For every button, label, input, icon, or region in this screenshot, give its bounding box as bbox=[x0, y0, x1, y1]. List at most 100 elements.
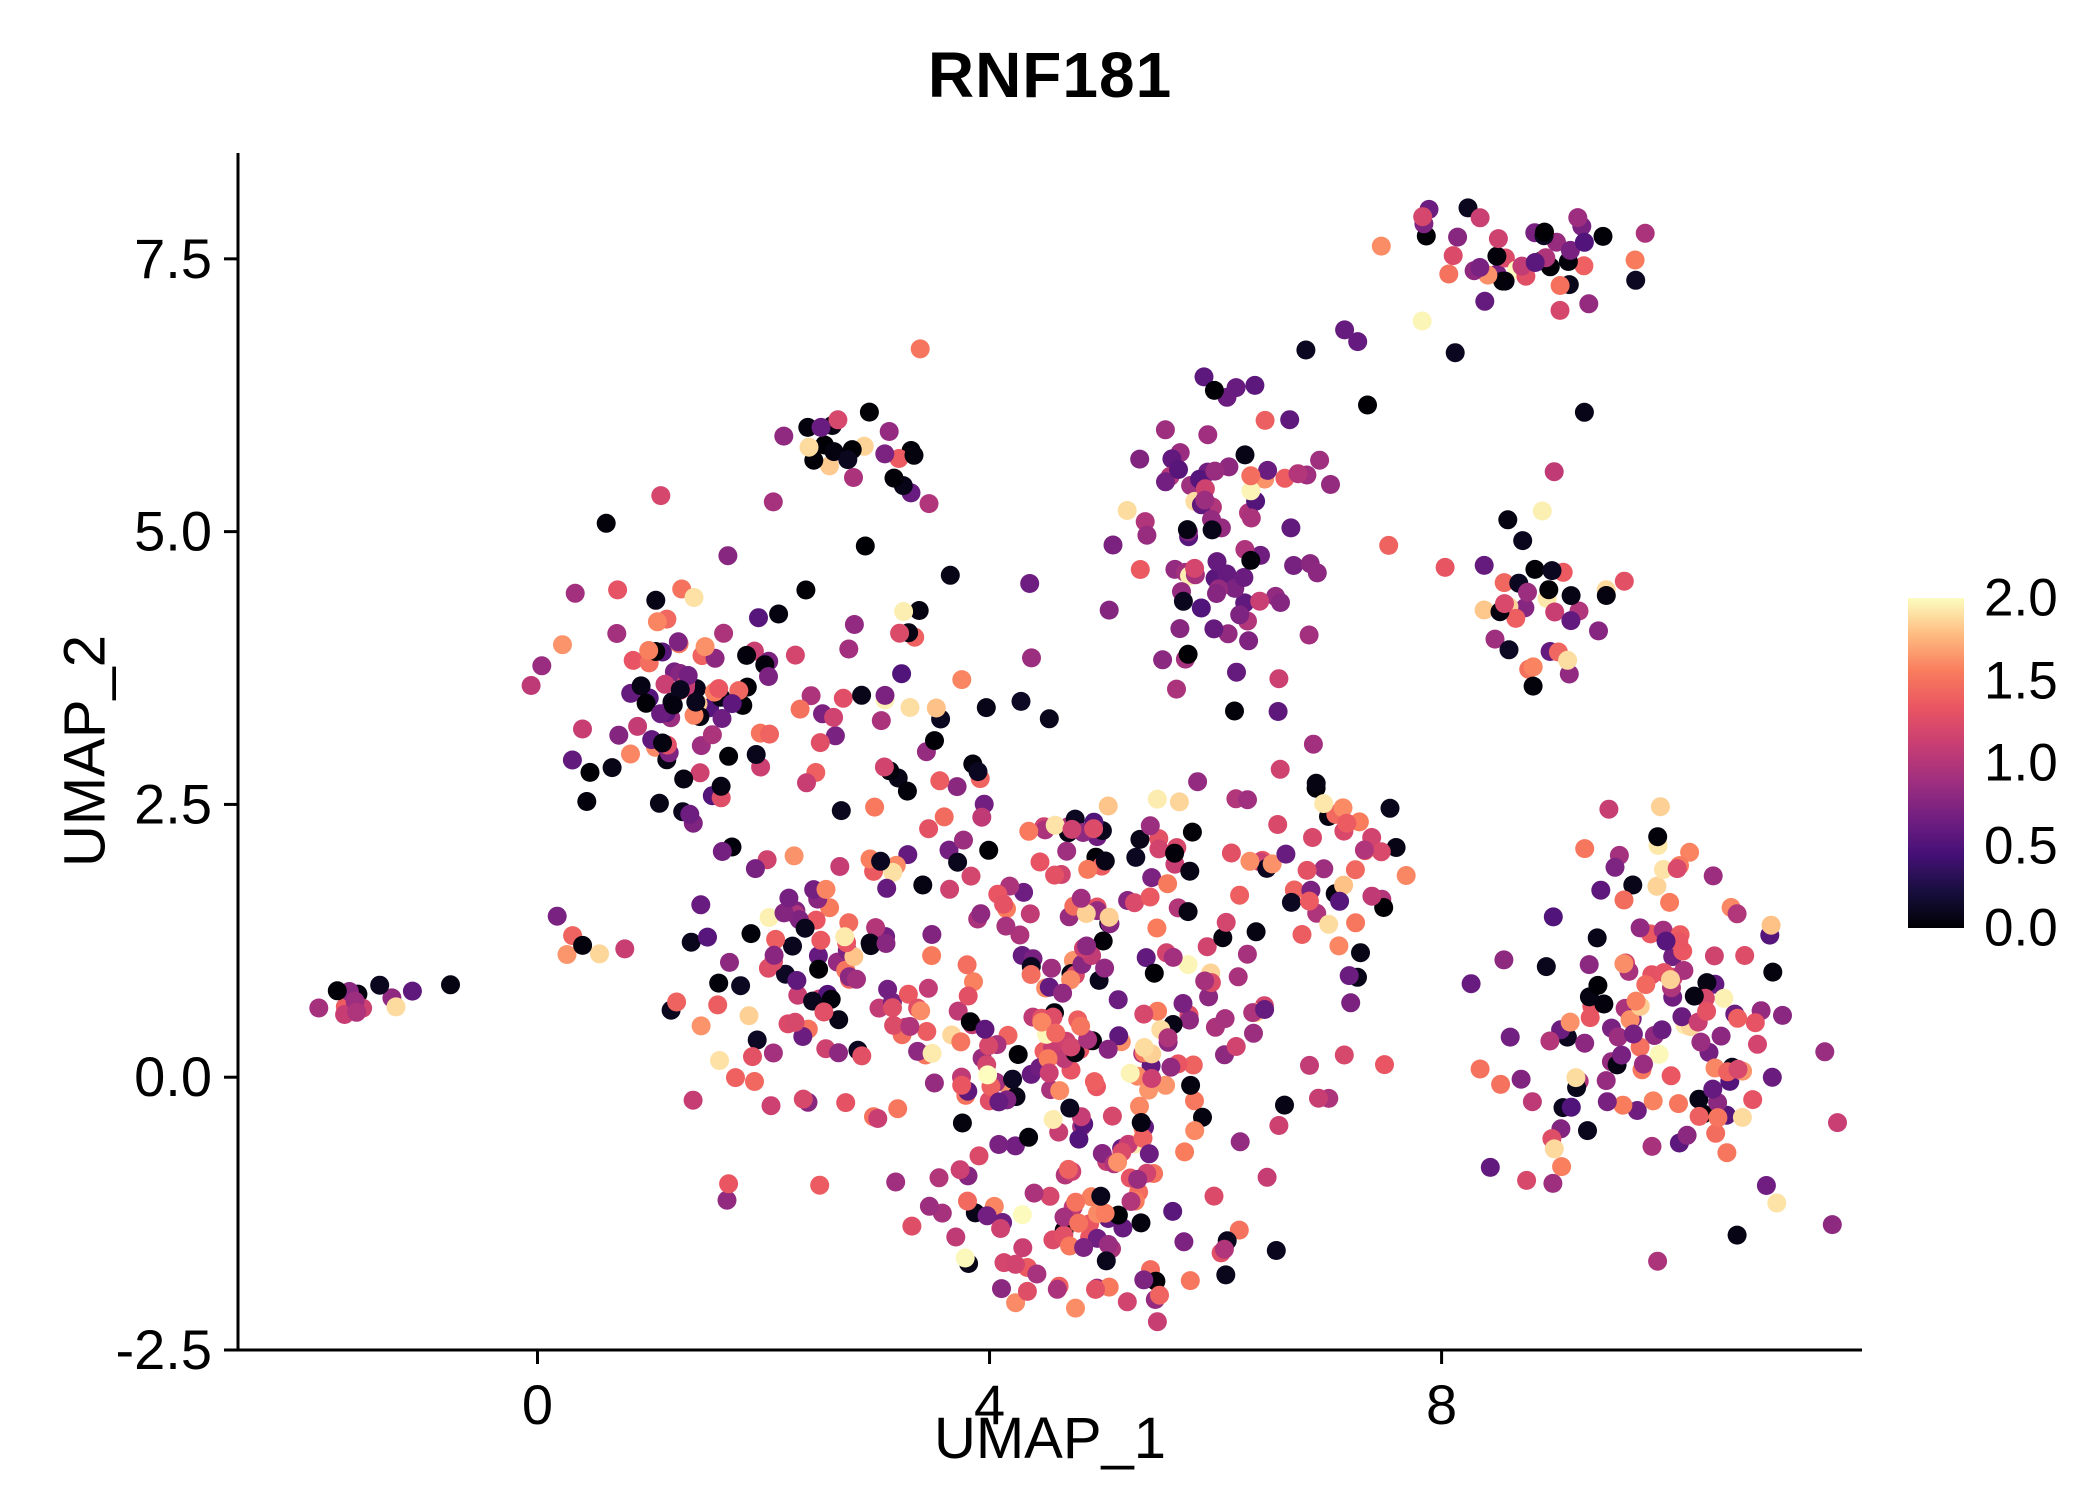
scatter-point bbox=[972, 807, 992, 827]
scatter-point bbox=[573, 719, 592, 739]
scatter-point bbox=[951, 1032, 971, 1052]
scatter-point bbox=[1131, 1113, 1151, 1132]
scatter-point bbox=[1773, 1005, 1792, 1025]
scatter-point bbox=[1003, 1069, 1023, 1089]
scatter-point bbox=[1280, 410, 1300, 430]
scatter-point bbox=[1042, 958, 1061, 978]
y-tick-label: 5.0 bbox=[134, 500, 212, 563]
scatter-point bbox=[760, 724, 779, 744]
scatter-point bbox=[1245, 375, 1265, 395]
scatter-point bbox=[1134, 1038, 1154, 1057]
scatter-point bbox=[810, 733, 830, 753]
scatter-point bbox=[861, 936, 881, 956]
scatter-point bbox=[1095, 1203, 1115, 1223]
scatter-point bbox=[958, 1191, 977, 1211]
scatter-point bbox=[877, 878, 897, 898]
scatter-point bbox=[1596, 586, 1616, 605]
scatter-point bbox=[653, 733, 672, 753]
scatter-point bbox=[1281, 518, 1301, 538]
scatter-point bbox=[623, 650, 643, 670]
scatter-point bbox=[737, 645, 757, 665]
scatter-point bbox=[835, 927, 855, 947]
scatter-point bbox=[1099, 600, 1119, 620]
scatter-point bbox=[1748, 1034, 1767, 1054]
scatter-point bbox=[1266, 1241, 1286, 1260]
scatter-point bbox=[1306, 773, 1326, 793]
scatter-point bbox=[309, 998, 329, 1018]
scatter-point bbox=[1558, 650, 1578, 670]
scatter-point bbox=[1149, 839, 1169, 859]
scatter-point bbox=[708, 995, 728, 1015]
scatter-point bbox=[1470, 208, 1490, 228]
colorbar-gradient bbox=[1908, 598, 1964, 928]
scatter-point bbox=[1532, 501, 1552, 521]
scatter-point bbox=[1130, 449, 1150, 469]
scatter-point bbox=[1319, 914, 1339, 934]
scatter-point bbox=[1495, 594, 1514, 614]
scatter-point bbox=[745, 859, 765, 879]
scatter-point bbox=[1474, 555, 1494, 575]
scatter-point bbox=[779, 888, 799, 908]
scatter-point bbox=[1593, 226, 1613, 246]
scatter-point bbox=[831, 801, 851, 821]
scatter-point bbox=[1732, 1107, 1752, 1127]
scatter-point bbox=[667, 992, 687, 1012]
scatter-point bbox=[712, 842, 732, 861]
scatter-point bbox=[1544, 462, 1564, 482]
scatter-point bbox=[1346, 913, 1366, 933]
scatter-point bbox=[1623, 1024, 1643, 1044]
scatter-point bbox=[1756, 1176, 1776, 1195]
scatter-point bbox=[746, 745, 766, 764]
scatter-point bbox=[1661, 970, 1680, 990]
scatter-point bbox=[691, 895, 711, 915]
colorbar-tick-label: 1.5 bbox=[1984, 651, 2058, 710]
scatter-point bbox=[726, 1068, 745, 1088]
scatter-point bbox=[1053, 983, 1073, 1003]
scatter-point bbox=[1126, 847, 1146, 867]
scatter-point bbox=[1652, 1020, 1672, 1040]
scatter-point bbox=[1102, 1106, 1122, 1126]
scatter-point bbox=[1078, 859, 1098, 879]
scatter-point bbox=[1077, 936, 1097, 956]
scatter-point bbox=[1647, 876, 1667, 896]
scatter-point bbox=[909, 601, 929, 620]
scatter-point bbox=[1648, 827, 1668, 847]
scatter-point bbox=[1296, 340, 1316, 360]
scatter-point bbox=[1443, 246, 1463, 266]
scatter-point bbox=[1612, 1045, 1632, 1065]
scatter-point bbox=[1262, 854, 1282, 874]
scatter-point bbox=[977, 1206, 997, 1226]
scatter-point bbox=[1030, 852, 1050, 872]
scatter-point bbox=[1006, 1293, 1026, 1313]
scatter-point bbox=[950, 1160, 970, 1180]
scatter-point bbox=[1246, 922, 1266, 942]
scatter-point bbox=[347, 1002, 367, 1022]
scatter-point bbox=[1494, 950, 1514, 970]
scatter-point bbox=[680, 804, 700, 824]
scatter-point bbox=[1371, 236, 1391, 256]
scatter-point bbox=[795, 918, 815, 938]
scatter-point bbox=[825, 726, 845, 746]
scatter-point bbox=[809, 959, 829, 979]
scatter-point bbox=[577, 792, 597, 811]
scatter-point bbox=[1396, 866, 1416, 885]
scatter-point bbox=[989, 1092, 1009, 1112]
scatter-point bbox=[1136, 948, 1156, 968]
scatter-point bbox=[1300, 1055, 1319, 1075]
scatter-point bbox=[1185, 558, 1205, 578]
scatter-point bbox=[719, 746, 739, 766]
scatter-point bbox=[1180, 1271, 1200, 1291]
scatter-point bbox=[1348, 332, 1368, 352]
scatter-point bbox=[636, 693, 656, 713]
scatter-point bbox=[1158, 1028, 1178, 1048]
scatter-point bbox=[996, 916, 1016, 936]
scatter-point bbox=[1017, 1281, 1037, 1301]
scatter-point bbox=[1536, 957, 1556, 977]
scatter-point bbox=[904, 445, 924, 465]
scatter-point bbox=[816, 879, 836, 899]
scatter-point bbox=[565, 583, 585, 603]
scatter-point bbox=[646, 590, 666, 610]
scatter-point bbox=[1735, 946, 1755, 965]
scatter-point bbox=[1022, 648, 1041, 668]
